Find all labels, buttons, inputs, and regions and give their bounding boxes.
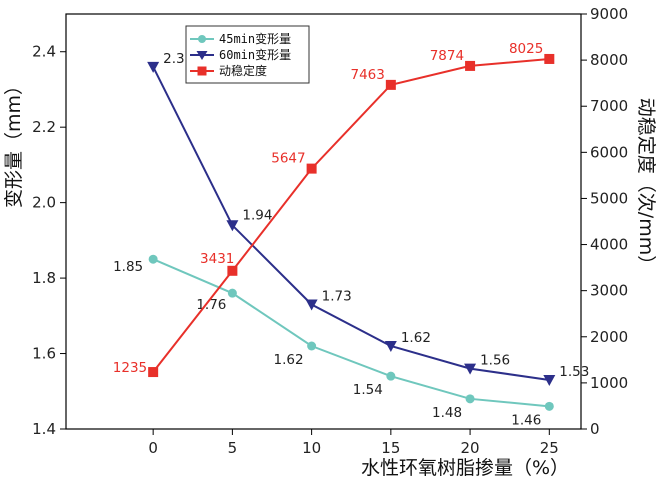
data-point xyxy=(544,401,554,411)
data-point xyxy=(385,79,396,90)
data-point xyxy=(384,341,397,352)
y-right-tick-label: 0 xyxy=(590,420,600,438)
data-point xyxy=(465,60,476,71)
legend-square-marker xyxy=(197,66,207,76)
x-tick-label: 25 xyxy=(540,439,559,457)
y-right-tick-label: 5000 xyxy=(590,189,628,207)
x-tick-label: 0 xyxy=(148,439,158,457)
y-right-tick-label: 3000 xyxy=(590,282,628,300)
legend: 45min变形量 60min变形量 动稳定度 xyxy=(185,25,310,84)
legend-item-stability: 动稳定度 xyxy=(190,63,267,78)
y-right-tick-label: 8000 xyxy=(590,51,628,69)
legend-label-stability: 动稳定度 xyxy=(219,63,267,78)
data-point xyxy=(227,265,238,276)
data-label: 1.48 xyxy=(432,405,462,421)
y-axis-title-right: 动稳定度（次/mm） xyxy=(635,98,657,274)
data-label: 1.85 xyxy=(113,259,143,275)
y-right-tick-label: 1000 xyxy=(590,374,628,392)
data-label: 5647 xyxy=(271,151,305,167)
y-left-tick-label: 1.6 xyxy=(32,345,56,363)
data-point xyxy=(464,363,477,375)
y-right-tick-label: 9000 xyxy=(590,5,628,23)
y-left-tick-label: 2.4 xyxy=(32,43,56,61)
data-label: 1.46 xyxy=(511,412,541,428)
data-label: 7874 xyxy=(430,48,464,64)
series-line xyxy=(152,66,550,381)
plot-frame xyxy=(65,13,582,430)
data-point xyxy=(148,367,159,378)
data-label: 3431 xyxy=(200,251,234,267)
data-point xyxy=(227,288,237,298)
series-3: 1235 3431 5647 7463 7874 8025 xyxy=(113,41,555,378)
y-right-tick-label: 7000 xyxy=(590,97,628,115)
x-tick-label: 5 xyxy=(228,439,238,457)
data-point xyxy=(307,341,317,351)
data-label: 1.76 xyxy=(196,297,226,313)
y-left-tick-label: 1.8 xyxy=(32,269,56,287)
y-left-tick-label: 2.0 xyxy=(32,194,56,212)
legend-circle-marker xyxy=(198,35,206,43)
data-label: 1.53 xyxy=(559,364,589,380)
y-axis-title-left: 变形量（mm） xyxy=(3,76,25,208)
legend-triangle-marker xyxy=(196,51,208,60)
data-point xyxy=(147,61,160,73)
x-axis-title: 水性环氧树脂掺量（%） xyxy=(361,457,569,479)
legend-label-60min: 60min变形量 xyxy=(219,47,291,62)
series-line xyxy=(152,57,550,373)
data-point xyxy=(148,254,158,264)
data-label: 1.94 xyxy=(242,207,272,223)
y-right-tick-label: 4000 xyxy=(590,236,628,254)
x-tick-label: 15 xyxy=(381,439,400,457)
data-point xyxy=(306,163,317,174)
data-point xyxy=(465,394,475,404)
data-label: 1.62 xyxy=(401,330,431,346)
data-point xyxy=(386,371,396,381)
data-label: 1.73 xyxy=(322,289,352,305)
legend-item-60min: 60min变形量 xyxy=(190,47,291,62)
data-label: 1.62 xyxy=(274,352,304,368)
legend-label-45min: 45min变形量 xyxy=(219,31,291,46)
data-label: 1235 xyxy=(113,360,147,376)
data-label: 7463 xyxy=(350,67,384,83)
axes-group: 0 5 10 15 20 25 1.4 1.6 1.8 2.0 2.2 2.4 0 1000 2000 300… xyxy=(32,5,628,457)
legend-item-45min: 45min变形量 xyxy=(190,31,291,46)
data-point xyxy=(543,374,556,386)
data-point xyxy=(226,220,239,232)
y-left-tick-label: 1.4 xyxy=(32,420,56,438)
series-1: 1.85 1.76 1.62 1.54 1.48 1.46 xyxy=(113,254,554,428)
y-right-tick-label: 2000 xyxy=(590,328,628,346)
y-right-tick-label: 6000 xyxy=(590,143,628,161)
data-label: 1.54 xyxy=(353,382,383,398)
x-tick-label: 10 xyxy=(302,439,321,457)
data-point xyxy=(544,53,555,64)
x-tick-label: 20 xyxy=(461,439,480,457)
data-point xyxy=(305,299,318,311)
data-label: 1.56 xyxy=(480,353,510,369)
data-label: 8025 xyxy=(509,41,543,57)
y-left-tick-label: 2.2 xyxy=(32,118,56,136)
